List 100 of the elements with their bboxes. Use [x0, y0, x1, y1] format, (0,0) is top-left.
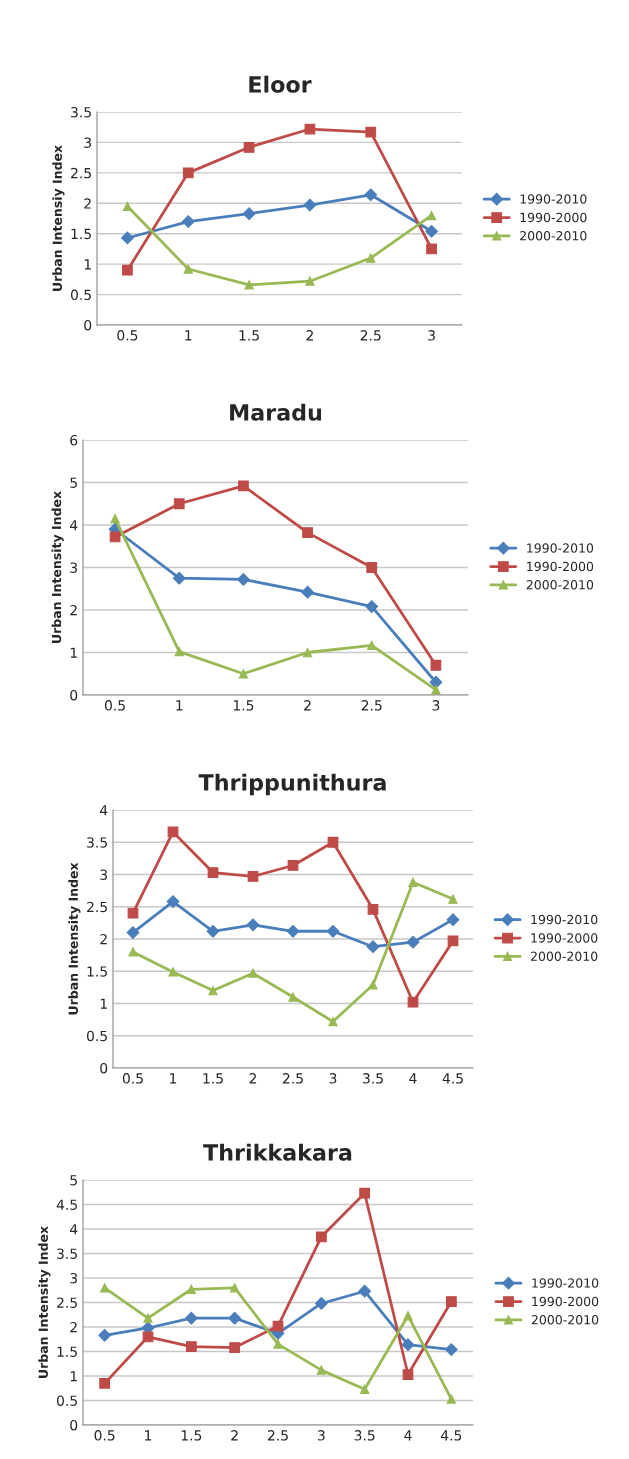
point: [172, 571, 186, 585]
point: [446, 913, 460, 927]
x-tick-label: 1.5: [181, 1430, 202, 1441]
point: [185, 1341, 197, 1352]
point: [303, 198, 317, 212]
point: [206, 924, 220, 938]
point: [184, 1311, 198, 1325]
x-tick-label: 1.5: [233, 700, 254, 711]
point: [229, 1342, 241, 1353]
legend-label: 1990-2000: [531, 933, 598, 943]
point: [168, 967, 178, 977]
x-tick-label: 2.5: [361, 700, 382, 711]
point: [429, 675, 443, 689]
point: [287, 860, 299, 871]
x-tick-label: 2: [249, 1073, 257, 1084]
x-tick-label: 3: [317, 1430, 325, 1441]
point: [98, 1328, 112, 1342]
point: [99, 1283, 110, 1293]
y-tick-label: 0: [100, 1062, 108, 1074]
y-tick-label: 2: [70, 1321, 77, 1333]
point: [99, 1377, 111, 1389]
point: [238, 480, 249, 492]
point: [122, 201, 133, 212]
y-tick-label: 1.5: [71, 228, 91, 240]
point: [166, 895, 180, 908]
legend-label: 2000-2010: [520, 231, 587, 241]
x-tick-label: 3: [428, 330, 435, 341]
y-tick-label: 6: [70, 434, 78, 446]
y-tick-label: 3: [70, 1272, 78, 1284]
legend-label: 2000-2010: [526, 580, 594, 590]
y-tick-label: 3: [100, 869, 108, 880]
point: [174, 646, 184, 657]
point: [237, 572, 250, 586]
x-tick-label: 4: [409, 1073, 417, 1084]
x-tick-label: 1.5: [203, 1073, 223, 1084]
x-tick-label: 3.5: [363, 1073, 383, 1084]
x-tick-label: 2: [304, 700, 311, 711]
point: [110, 513, 120, 524]
chart-title: Thrikkakara: [203, 1143, 352, 1161]
point: [359, 1384, 370, 1394]
y-tick-label: 0: [70, 1419, 78, 1431]
point: [366, 253, 376, 263]
point: [244, 280, 254, 290]
y-tick-label: 1: [84, 259, 91, 270]
point: [238, 669, 249, 679]
y-axis-title: Urban Intensity Index: [38, 1226, 51, 1378]
y-tick-label: 0: [84, 319, 92, 331]
y-tick-label: 2.5: [57, 1297, 77, 1308]
point: [305, 276, 315, 286]
x-tick-label: 3: [329, 1073, 337, 1084]
point: [181, 215, 195, 228]
point: [122, 264, 133, 276]
point: [365, 600, 379, 614]
point: [143, 1313, 153, 1323]
y-tick-label: 1: [100, 998, 107, 1009]
chart-title: Eloor: [249, 75, 312, 93]
x-tick-label: 4.5: [440, 1430, 462, 1441]
point: [286, 924, 300, 938]
x-tick-label: 4.5: [442, 1073, 463, 1084]
y-tick-label: 4: [69, 1224, 78, 1235]
point: [448, 894, 458, 904]
point: [366, 940, 380, 954]
y-tick-label: 0.5: [70, 289, 91, 301]
point: [402, 1369, 414, 1380]
y-tick-label: 3: [84, 137, 92, 148]
point: [328, 1016, 338, 1027]
point: [246, 918, 260, 932]
point: [367, 903, 379, 915]
y-tick-label: 4: [99, 805, 108, 816]
point: [314, 1297, 328, 1310]
point: [288, 992, 298, 1002]
point: [126, 926, 140, 939]
legend-label: 1990-2010: [527, 543, 594, 553]
point: [302, 647, 313, 658]
y-axis-title: Urban Intensiy Index: [52, 145, 65, 291]
y-tick-label: 2: [100, 933, 107, 945]
y-tick-label: 1: [70, 647, 77, 658]
y-tick-label: 1.5: [87, 966, 107, 977]
point: [301, 585, 314, 599]
x-tick-label: 0.5: [117, 330, 138, 341]
point: [121, 231, 134, 245]
y-tick-label: 1.5: [57, 1346, 77, 1357]
x-tick-label: 2: [306, 330, 313, 341]
point: [426, 243, 437, 255]
point: [446, 1394, 457, 1404]
legend-label: 1990-2010: [532, 1278, 599, 1288]
legend-label: 1990-2010: [520, 194, 587, 204]
point: [243, 141, 255, 153]
x-tick-label: 2.5: [267, 1430, 288, 1441]
point: [242, 207, 256, 221]
point: [315, 1231, 327, 1243]
x-tick-label: 1: [176, 700, 183, 711]
point: [403, 1311, 413, 1321]
point: [430, 659, 442, 671]
point: [406, 935, 420, 949]
point: [183, 264, 193, 274]
x-tick-label: 2: [231, 1430, 238, 1441]
point: [182, 167, 194, 179]
chart-title: Maradu: [230, 403, 322, 421]
point: [327, 836, 339, 848]
